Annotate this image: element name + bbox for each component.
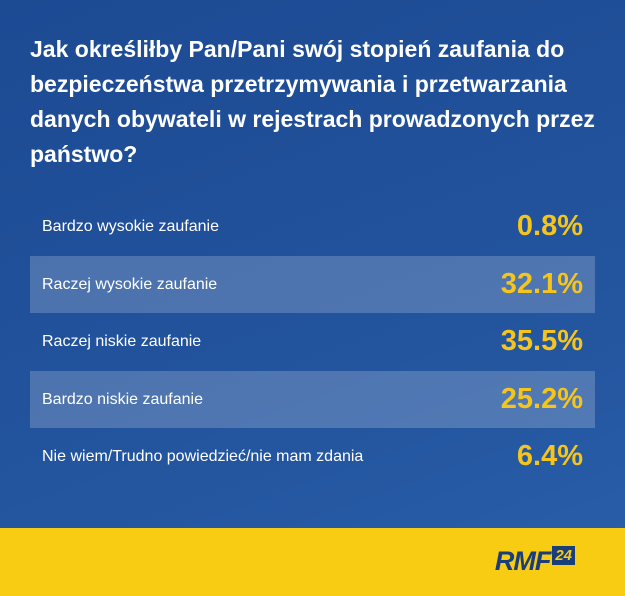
- row-value: 25.2%: [500, 382, 583, 415]
- logo-text: RMF: [494, 546, 551, 576]
- table-row: Bardzo niskie zaufanie 25.2%: [30, 370, 595, 428]
- row-value: 35.5%: [500, 325, 583, 357]
- row-value: 6.4%: [516, 440, 583, 472]
- table-row: Bardzo wysokie zaufanie 0.8%: [30, 198, 595, 256]
- logo: RMF 24: [495, 546, 575, 577]
- table-row: Raczej wysokie zaufanie 32.1%: [30, 255, 595, 313]
- row-label: Raczej wysokie zaufanie: [42, 275, 218, 293]
- row-label: Bardzo niskie zaufanie: [42, 390, 203, 408]
- logo-badge: 24: [552, 546, 575, 565]
- row-label: Bardzo wysokie zaufanie: [42, 218, 219, 235]
- title: Jak określiłby Pan/Pani swój stopień zau…: [30, 36, 595, 167]
- row-label: Nie wiem/Trudno powiedzieć/nie mam zdani…: [42, 448, 364, 465]
- footer: RMF 24: [0, 528, 625, 596]
- table-row: Nie wiem/Trudno powiedzieć/nie mam zdani…: [30, 428, 595, 486]
- row-value: 32.1%: [500, 267, 583, 300]
- table-row: Raczej niskie zaufanie 35.5%: [30, 313, 595, 371]
- row-value: 0.8%: [516, 210, 583, 242]
- row-label: Raczej niskie zaufanie: [42, 333, 202, 350]
- table: Bardzo wysokie zaufanie 0.8% Raczej wysoki…: [30, 198, 595, 486]
